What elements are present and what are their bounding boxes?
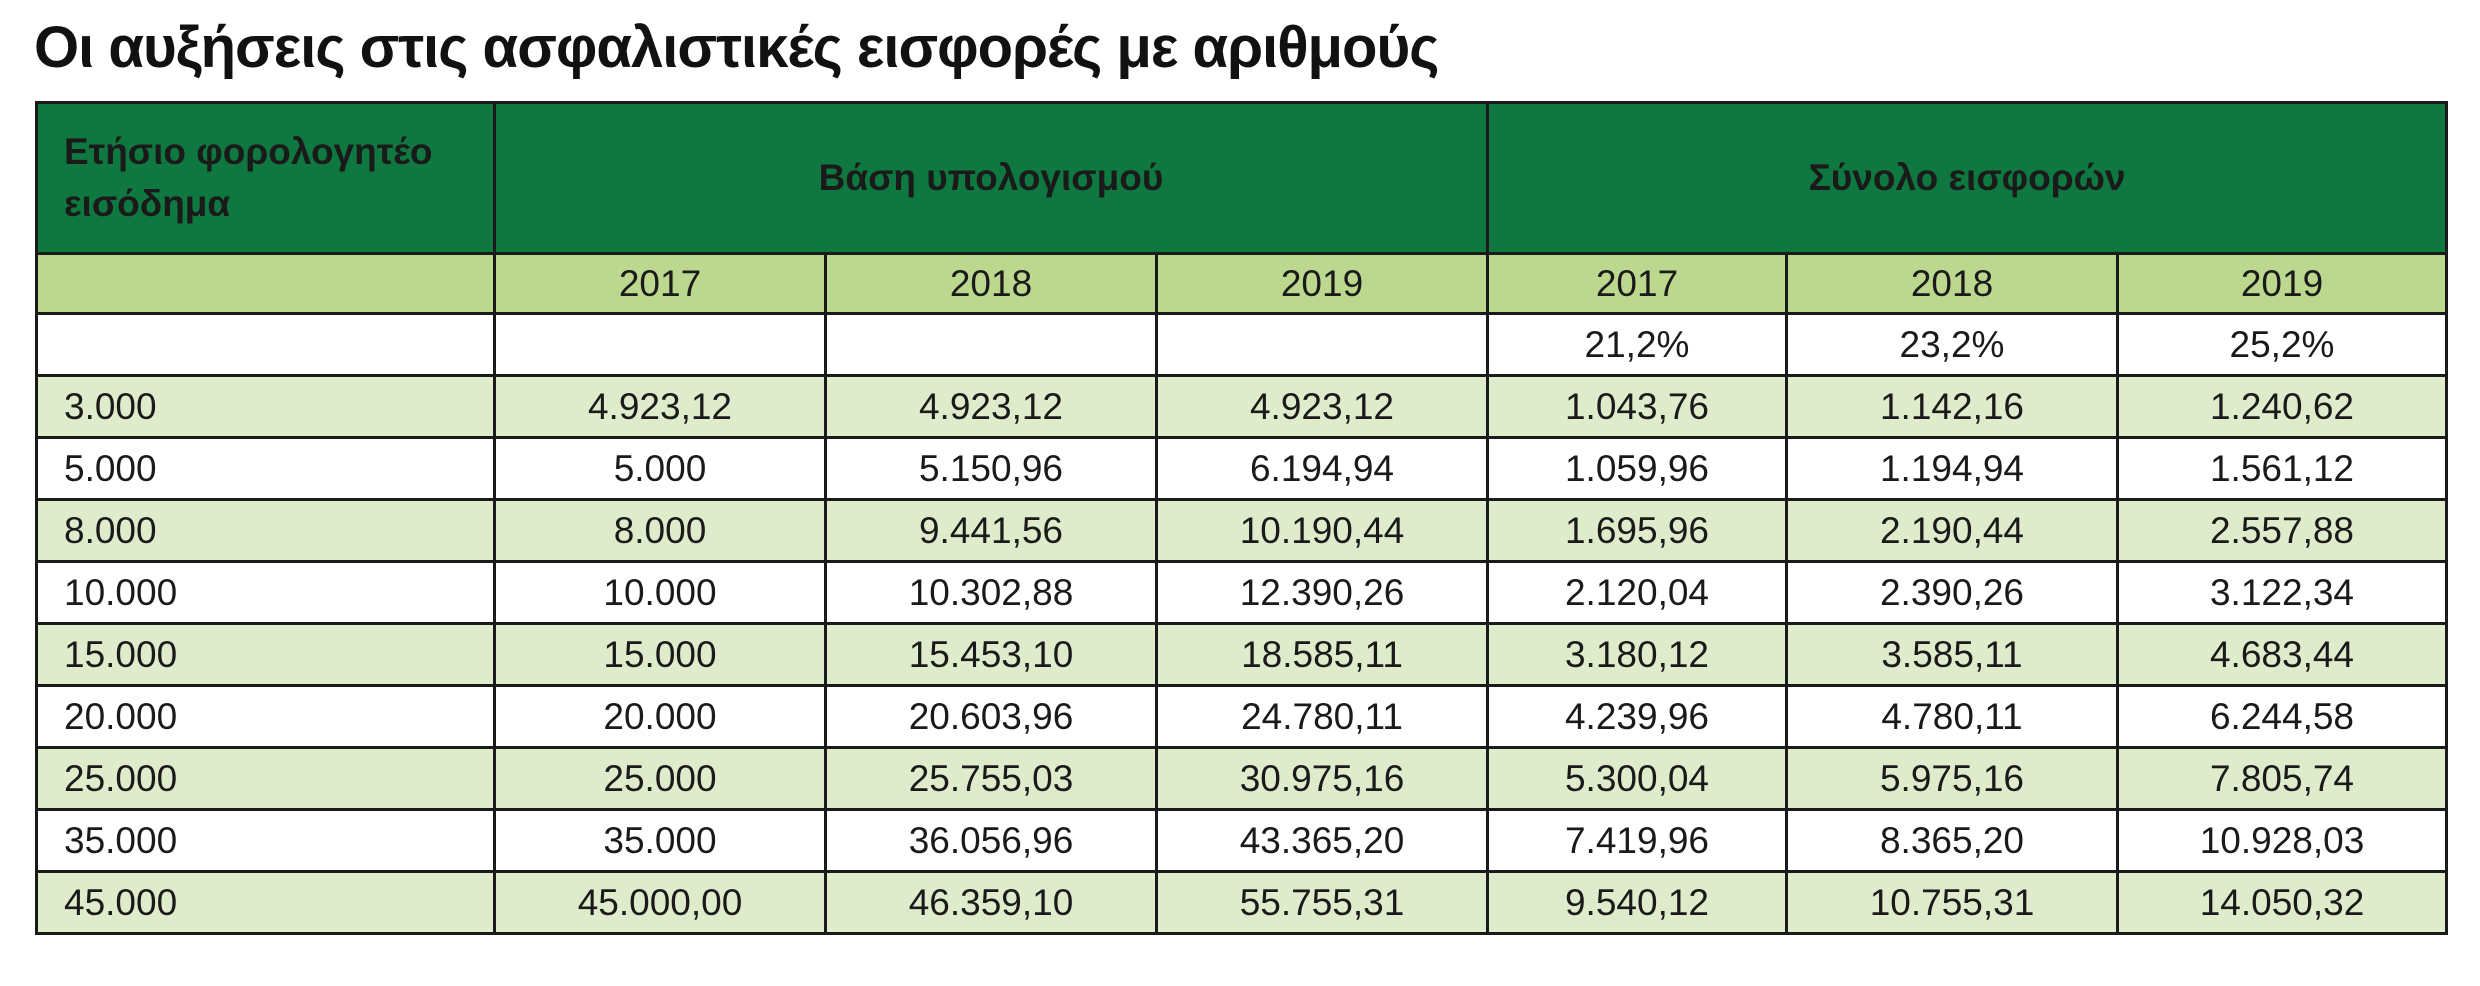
base-value-cell: 24.780,11 — [1155, 684, 1489, 749]
total-value-cell: 2.120,04 — [1486, 560, 1788, 625]
table-header-row: Ετήσιο φορολογητέο εισόδημα Βάση υπολογι… — [35, 101, 2448, 255]
total-value-cell: 14.050,32 — [2116, 870, 2448, 935]
total-value-cell: 2.190,44 — [1785, 498, 2119, 563]
income-cell: 45.000 — [35, 870, 496, 935]
base-value-cell: 10.190,44 — [1155, 498, 1489, 563]
total-value-cell: 3.180,12 — [1486, 622, 1788, 687]
base-value-cell: 5.150,96 — [824, 436, 1158, 501]
rate-cell: 23,2% — [1785, 312, 2119, 377]
table-row: 35.000 35.000 36.056,96 43.365,20 7.419,96 8.… — [35, 808, 2448, 873]
total-value-cell: 1.059,96 — [1486, 436, 1788, 501]
table-row: 3.000 4.923,12 4.923,12 4.923,12 1.043,76 1.1… — [35, 374, 2448, 439]
base-value-cell: 43.365,20 — [1155, 808, 1489, 873]
table-row: 20.000 20.000 20.603,96 24.780,11 4.239,96 4.… — [35, 684, 2448, 749]
income-cell: 3.000 — [35, 374, 496, 439]
table-row: 45.000 45.000,00 46.359,10 55.755,31 9.540,1… — [35, 870, 2448, 935]
total-value-cell: 1.240,62 — [2116, 374, 2448, 439]
year-header: 2019 — [2116, 252, 2448, 315]
total-value-cell: 9.540,12 — [1486, 870, 1788, 935]
table-row: 15.000 15.000 15.453,10 18.585,11 3.180,12 3.… — [35, 622, 2448, 687]
total-value-cell: 3.585,11 — [1785, 622, 2119, 687]
total-column-group-header: Σύνολο εισφορών — [1486, 101, 2448, 255]
page-title: Οι αυξήσεις στις ασφαλιστικές εισφορές μ… — [34, 15, 1439, 80]
income-cell: 8.000 — [35, 498, 496, 563]
year-header: 2017 — [1486, 252, 1788, 315]
year-header-empty — [35, 252, 496, 315]
rate-row: 21,2% 23,2% 25,2% — [35, 312, 2448, 377]
base-value-cell: 10.302,88 — [824, 560, 1158, 625]
base-value-cell: 4.923,12 — [1155, 374, 1489, 439]
year-header: 2017 — [493, 252, 827, 315]
year-header-row: 2017 2018 2019 2017 2018 2019 — [35, 252, 2448, 315]
total-value-cell: 7.805,74 — [2116, 746, 2448, 811]
total-value-cell: 4.780,11 — [1785, 684, 2119, 749]
total-value-cell: 1.194,94 — [1785, 436, 2119, 501]
base-value-cell: 10.000 — [493, 560, 827, 625]
base-value-cell: 4.923,12 — [824, 374, 1158, 439]
total-value-cell: 10.928,03 — [2116, 808, 2448, 873]
base-value-cell: 8.000 — [493, 498, 827, 563]
base-value-cell: 55.755,31 — [1155, 870, 1489, 935]
total-value-cell: 3.122,34 — [2116, 560, 2448, 625]
income-cell: 10.000 — [35, 560, 496, 625]
total-value-cell: 1.561,12 — [2116, 436, 2448, 501]
base-value-cell: 45.000,00 — [493, 870, 827, 935]
table-row: 8.000 8.000 9.441,56 10.190,44 1.695,96 2.190… — [35, 498, 2448, 563]
contributions-table: Ετήσιο φορολογητέο εισόδημα Βάση υπολογι… — [35, 101, 2448, 935]
total-value-cell: 6.244,58 — [2116, 684, 2448, 749]
base-value-cell: 12.390,26 — [1155, 560, 1489, 625]
rate-cell-empty — [35, 312, 496, 377]
rate-cell — [824, 312, 1158, 377]
total-value-cell: 10.755,31 — [1785, 870, 2119, 935]
income-cell: 15.000 — [35, 622, 496, 687]
base-value-cell: 35.000 — [493, 808, 827, 873]
base-value-cell: 9.441,56 — [824, 498, 1158, 563]
base-value-cell: 20.603,96 — [824, 684, 1158, 749]
total-value-cell: 5.975,16 — [1785, 746, 2119, 811]
rate-cell: 21,2% — [1486, 312, 1788, 377]
total-value-cell: 2.390,26 — [1785, 560, 2119, 625]
base-value-cell: 4.923,12 — [493, 374, 827, 439]
rate-cell — [493, 312, 827, 377]
total-value-cell: 7.419,96 — [1486, 808, 1788, 873]
total-value-cell: 1.695,96 — [1486, 498, 1788, 563]
base-value-cell: 18.585,11 — [1155, 622, 1489, 687]
base-value-cell: 5.000 — [493, 436, 827, 501]
base-value-cell: 46.359,10 — [824, 870, 1158, 935]
rate-cell: 25,2% — [2116, 312, 2448, 377]
year-header: 2018 — [1785, 252, 2119, 315]
income-column-header: Ετήσιο φορολογητέο εισόδημα — [35, 101, 496, 255]
table-row: 25.000 25.000 25.755,03 30.975,16 5.300,04 5.… — [35, 746, 2448, 811]
income-cell: 20.000 — [35, 684, 496, 749]
total-value-cell: 8.365,20 — [1785, 808, 2119, 873]
base-value-cell: 20.000 — [493, 684, 827, 749]
total-value-cell: 2.557,88 — [2116, 498, 2448, 563]
rate-cell — [1155, 312, 1489, 377]
table-row: 10.000 10.000 10.302,88 12.390,26 2.120,04 2.… — [35, 560, 2448, 625]
base-value-cell: 15.453,10 — [824, 622, 1158, 687]
total-value-cell: 5.300,04 — [1486, 746, 1788, 811]
income-cell: 5.000 — [35, 436, 496, 501]
income-cell: 35.000 — [35, 808, 496, 873]
base-value-cell: 36.056,96 — [824, 808, 1158, 873]
year-header: 2018 — [824, 252, 1158, 315]
base-column-group-header: Βάση υπολογισμού — [493, 101, 1489, 255]
base-value-cell: 25.755,03 — [824, 746, 1158, 811]
base-value-cell: 6.194,94 — [1155, 436, 1489, 501]
total-value-cell: 1.142,16 — [1785, 374, 2119, 439]
year-header: 2019 — [1155, 252, 1489, 315]
total-value-cell: 1.043,76 — [1486, 374, 1788, 439]
total-value-cell: 4.683,44 — [2116, 622, 2448, 687]
income-cell: 25.000 — [35, 746, 496, 811]
base-value-cell: 15.000 — [493, 622, 827, 687]
base-value-cell: 30.975,16 — [1155, 746, 1489, 811]
base-value-cell: 25.000 — [493, 746, 827, 811]
total-value-cell: 4.239,96 — [1486, 684, 1788, 749]
table-row: 5.000 5.000 5.150,96 6.194,94 1.059,96 1.194,… — [35, 436, 2448, 501]
